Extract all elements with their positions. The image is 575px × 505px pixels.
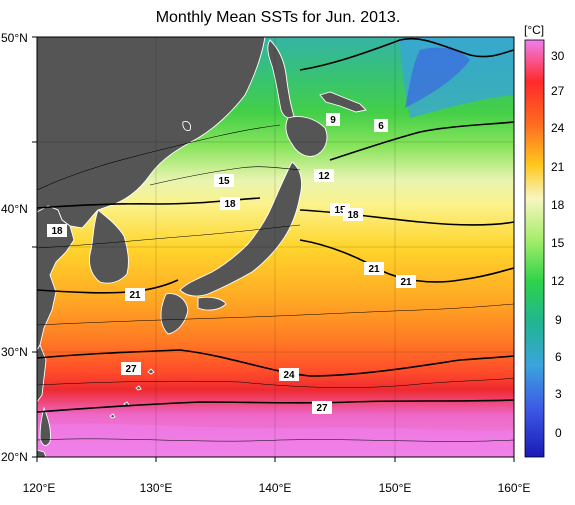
colorbar-tick: 0 — [555, 426, 562, 440]
map-title: Monthly Mean SSTs for Jun. 2013. — [156, 9, 401, 26]
isotherm-minor-1 — [37, 224, 301, 249]
contour-label-21b: 21 — [364, 262, 384, 275]
contour-label-27b: 27 — [312, 401, 332, 414]
isotherm-27 — [37, 399, 514, 413]
colorbar-tick: 30 — [551, 49, 565, 63]
svg-text:27: 27 — [125, 364, 137, 375]
contour-label-12: 12 — [314, 169, 334, 182]
y-tick-label: 40°N — [1, 202, 28, 216]
land-masses — [37, 37, 367, 457]
svg-text:18: 18 — [51, 226, 63, 237]
colorbar-tick-labels: 30 27 24 21 18 15 12 9 6 3 0 — [551, 49, 565, 440]
contour-label-21c: 21 — [396, 275, 416, 288]
kyushu — [160, 293, 189, 335]
isotherm-minor-2 — [37, 303, 514, 326]
isotherm-12b — [37, 124, 281, 191]
svg-text:6: 6 — [378, 121, 384, 132]
x-tick-label: 160°E — [498, 481, 531, 495]
isotherm-minor-4 — [37, 438, 514, 442]
map-panel: 9 6 12 15 18 15 18 18 21 21 21 27 24 27 — [37, 37, 514, 457]
svg-text:27: 27 — [316, 403, 328, 414]
y-tick-label: 30°N — [1, 345, 28, 359]
colorbar-tick: 21 — [551, 160, 565, 174]
contour-labels: 9 6 12 15 18 15 18 18 21 21 21 27 24 27 — [47, 113, 416, 414]
shikoku — [197, 296, 227, 311]
china-south-coast — [37, 343, 47, 403]
sakhalin — [267, 39, 295, 119]
kuril-islands — [319, 91, 367, 113]
x-axis-labels: 120°E 130°E 140°E 150°E 160°E — [23, 481, 531, 495]
svg-text:15: 15 — [218, 176, 230, 187]
colorbar-tick: 3 — [555, 387, 562, 401]
coldest-water-patch — [405, 47, 470, 108]
y-tick-label: 20°N — [1, 450, 28, 464]
isotherm-24 — [37, 349, 514, 377]
colorbar-ramp — [524, 39, 545, 458]
svg-text:21: 21 — [400, 277, 412, 288]
isotherm-lines — [37, 37, 514, 442]
grid-lines — [37, 37, 514, 457]
contour-label-18c: 18 — [47, 224, 67, 237]
contour-label-24: 24 — [279, 368, 299, 381]
isotherm-minor-3 — [37, 377, 514, 388]
svg-text:24: 24 — [283, 370, 295, 381]
svg-text:9: 9 — [330, 115, 336, 126]
colorbar: [°C] 30 27 24 21 18 15 12 9 6 3 0 — [524, 23, 565, 458]
isotherm-9 — [299, 37, 514, 71]
colorbar-tick: 6 — [555, 350, 562, 364]
contour-label-27a: 27 — [121, 362, 141, 375]
contour-label-6: 6 — [374, 119, 388, 132]
contour-label-15a: 15 — [214, 174, 234, 187]
hainan-fragment — [37, 449, 47, 457]
small-island — [182, 121, 191, 131]
contour-label-21a: 21 — [125, 288, 145, 301]
china-coast — [37, 205, 75, 351]
colorbar-unit: [°C] — [524, 23, 544, 37]
svg-text:18: 18 — [347, 210, 359, 221]
colorbar-tick: 12 — [551, 274, 565, 288]
honshu — [179, 161, 303, 297]
x-tick-label: 130°E — [140, 481, 173, 495]
taiwan — [39, 406, 51, 446]
x-tick-label: 150°E — [379, 481, 412, 495]
colorbar-tick: 9 — [555, 313, 562, 327]
continent-land — [37, 37, 266, 229]
contour-label-18a: 18 — [220, 197, 240, 210]
korea-peninsula — [89, 209, 129, 284]
y-axis-labels: 50°N 40°N 30°N 20°N — [1, 31, 28, 464]
svg-text:18: 18 — [224, 199, 236, 210]
colorbar-tick: 18 — [551, 198, 565, 212]
colorbar-tick: 15 — [551, 236, 565, 250]
colorbar-tick: 24 — [551, 121, 565, 135]
svg-text:15: 15 — [334, 205, 346, 216]
svg-text:21: 21 — [129, 290, 141, 301]
isotherm-15 — [149, 166, 301, 186]
x-tick-label: 120°E — [23, 481, 56, 495]
colorbar-tick: 27 — [551, 84, 565, 98]
x-tick-label: 140°E — [259, 481, 292, 495]
tick-marks — [32, 36, 515, 462]
svg-text:21: 21 — [368, 264, 380, 275]
contour-label-9: 9 — [326, 113, 340, 126]
isotherm-12 — [329, 121, 514, 161]
svg-text:12: 12 — [318, 171, 330, 182]
y-tick-label: 50°N — [1, 31, 28, 45]
hokkaido — [285, 116, 328, 157]
ryukyu-islands — [109, 368, 155, 419]
contour-label-18b: 18 — [343, 208, 363, 221]
